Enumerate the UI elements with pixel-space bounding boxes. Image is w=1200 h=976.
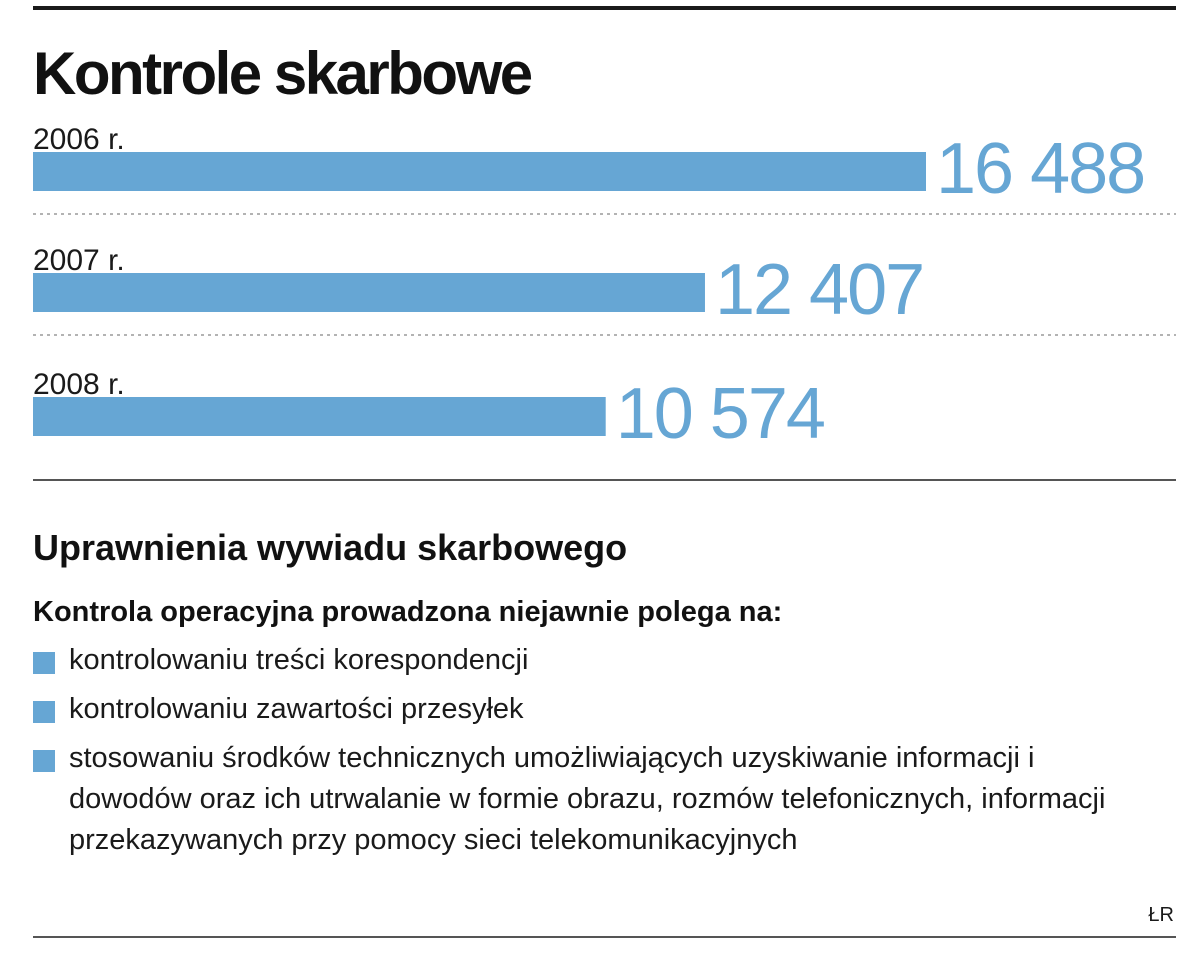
list-item-text: kontrolowaniu zawartości przesyłek [69,693,524,725]
section-divider [33,479,1176,481]
chart-title: Kontrole skarbowe [33,40,533,107]
category-label: 2008 r. [33,368,125,401]
bar-2008 [33,397,606,436]
bar-2007 [33,273,705,312]
source-credit: ŁR [1148,904,1174,926]
category-label: 2007 r. [33,244,125,277]
value-label: 10 574 [616,374,824,454]
square-bullet-icon [33,652,55,674]
list-item-text: kontrolowaniu treści korespondencji [69,644,529,676]
value-label: 12 407 [715,250,923,330]
bottom-rule [33,936,1176,938]
value-label: 16 488 [936,129,1144,209]
list-item-text: stosowaniu środków technicznych umożliwi… [69,742,1106,856]
square-bullet-icon [33,701,55,723]
list-item: stosowaniu środków technicznych umożliwi… [33,738,1153,861]
section-intro: Kontrola operacyjna prowadzona niejawnie… [33,596,783,628]
top-rule [33,6,1176,10]
square-bullet-icon [33,750,55,772]
list-item: kontrolowaniu zawartości przesyłek [33,689,1153,730]
list-item: kontrolowaniu treści korespondencji [33,640,1153,681]
category-label: 2006 r. [33,123,125,156]
bar-chart: 2006 r. 16 488 2007 r. 12 407 2008 r. 10 574 [33,123,1176,454]
powers-list: kontrolowaniu treści korespondencji kont… [33,640,1153,869]
bar-2006 [33,152,926,191]
section-title: Uprawnienia wywiadu skarbowego [33,527,628,568]
